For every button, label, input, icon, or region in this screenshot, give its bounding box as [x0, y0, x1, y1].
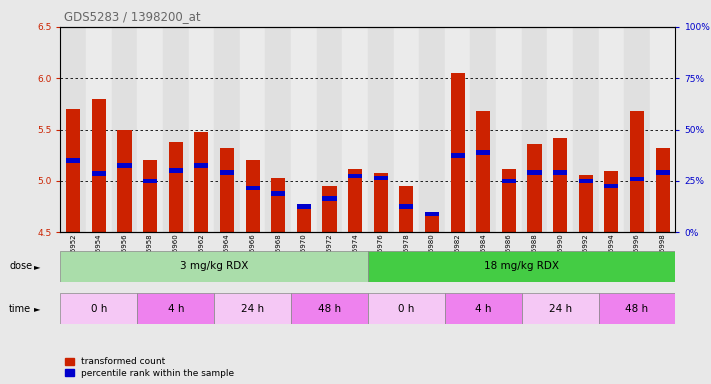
Bar — [92, 172, 106, 176]
Bar — [630, 177, 644, 181]
Bar — [169, 142, 183, 232]
Bar — [60, 293, 137, 324]
Bar — [323, 196, 336, 201]
Bar — [502, 179, 516, 183]
Bar — [240, 27, 265, 232]
Bar — [348, 169, 362, 232]
Bar — [188, 27, 214, 232]
Bar — [143, 179, 157, 183]
Bar — [451, 153, 465, 157]
Bar — [323, 186, 336, 232]
Bar — [553, 138, 567, 232]
Bar — [604, 184, 619, 189]
Bar — [316, 27, 342, 232]
Bar — [137, 293, 214, 324]
Bar — [656, 170, 670, 175]
Bar — [60, 251, 368, 282]
Bar — [368, 27, 394, 232]
Bar — [220, 170, 234, 175]
Bar — [630, 111, 644, 232]
Text: 0 h: 0 h — [91, 304, 107, 314]
Bar — [214, 293, 291, 324]
Bar — [271, 178, 285, 232]
Legend: transformed count, percentile rank within the sample: transformed count, percentile rank withi… — [65, 357, 235, 377]
Bar — [92, 99, 106, 232]
Bar — [496, 27, 522, 232]
Bar — [368, 251, 675, 282]
Bar — [419, 27, 445, 232]
Text: time: time — [9, 304, 31, 314]
Text: 3 mg/kg RDX: 3 mg/kg RDX — [180, 262, 248, 271]
Bar — [579, 175, 593, 232]
Bar — [425, 214, 439, 232]
Bar — [194, 163, 208, 168]
Bar — [291, 27, 316, 232]
Text: 24 h: 24 h — [549, 304, 572, 314]
Text: 48 h: 48 h — [626, 304, 648, 314]
Text: ►: ► — [33, 304, 41, 313]
Text: dose: dose — [9, 262, 33, 271]
Text: 4 h: 4 h — [475, 304, 491, 314]
Bar — [271, 191, 285, 195]
Bar — [117, 163, 132, 168]
Bar — [66, 109, 80, 232]
Bar — [400, 186, 413, 232]
Bar — [220, 148, 234, 232]
Bar — [573, 27, 599, 232]
Bar — [553, 170, 567, 175]
Bar — [522, 293, 599, 324]
Bar — [604, 171, 619, 232]
Text: GDS5283 / 1398200_at: GDS5283 / 1398200_at — [64, 10, 201, 23]
Bar — [245, 186, 260, 190]
Bar — [579, 179, 593, 183]
Bar — [163, 27, 188, 232]
Bar — [425, 212, 439, 216]
Bar — [445, 293, 522, 324]
Bar — [137, 27, 163, 232]
Bar — [86, 27, 112, 232]
Bar — [265, 27, 291, 232]
Bar — [60, 27, 86, 232]
Bar — [112, 27, 137, 232]
Bar — [296, 207, 311, 232]
Bar — [528, 170, 542, 175]
Bar — [502, 169, 516, 232]
Text: ►: ► — [33, 262, 41, 271]
Bar — [245, 161, 260, 232]
Text: 0 h: 0 h — [398, 304, 415, 314]
Text: 48 h: 48 h — [318, 304, 341, 314]
Bar — [394, 27, 419, 232]
Bar — [476, 111, 491, 232]
Bar — [599, 27, 624, 232]
Bar — [291, 293, 368, 324]
Bar — [522, 27, 547, 232]
Bar — [656, 148, 670, 232]
Bar — [547, 27, 573, 232]
Bar — [342, 27, 368, 232]
Bar — [471, 27, 496, 232]
Bar — [374, 175, 387, 180]
Bar — [117, 130, 132, 232]
Bar — [374, 173, 387, 232]
Bar — [445, 27, 471, 232]
Bar — [194, 132, 208, 232]
Bar — [348, 174, 362, 178]
Bar — [143, 161, 157, 232]
Bar — [624, 27, 650, 232]
Text: 4 h: 4 h — [168, 304, 184, 314]
Bar — [368, 293, 445, 324]
Bar — [296, 204, 311, 209]
Bar — [400, 204, 413, 209]
Bar — [599, 293, 675, 324]
Bar — [528, 144, 542, 232]
Bar — [214, 27, 240, 232]
Text: 18 mg/kg RDX: 18 mg/kg RDX — [484, 262, 559, 271]
Bar — [476, 150, 491, 154]
Bar — [451, 73, 465, 232]
Bar — [66, 158, 80, 163]
Text: 24 h: 24 h — [241, 304, 264, 314]
Bar — [169, 168, 183, 173]
Bar — [650, 27, 675, 232]
